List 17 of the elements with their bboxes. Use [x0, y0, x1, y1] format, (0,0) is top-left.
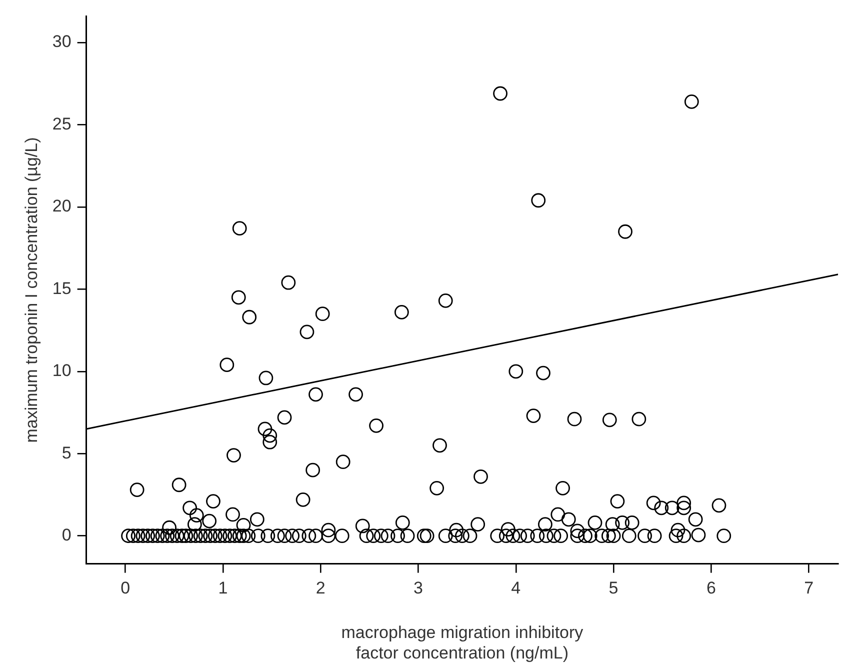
y-tick-label: 0 [62, 526, 72, 545]
y-tick-label: 5 [62, 443, 72, 462]
y-tick-label: 15 [52, 278, 72, 298]
x-tick-label: 4 [511, 578, 521, 598]
y-axis-title: maximum troponin I concentration (µg/L) [22, 137, 41, 443]
x-tick-label: 2 [316, 578, 326, 598]
x-tick-label: 6 [706, 578, 716, 598]
y-tick-label: 25 [52, 114, 72, 134]
x-tick-label: 5 [608, 578, 618, 598]
x-tick-label: 7 [804, 578, 814, 598]
y-tick-label: 10 [52, 361, 72, 380]
y-tick-label: 20 [52, 196, 72, 216]
x-axis-title: macrophage migration inhibitory factor concentration (ng/mL) [341, 623, 584, 662]
y-tick-label: 30 [52, 32, 72, 52]
x-tick-label: 1 [218, 578, 228, 598]
x-tick-label: 0 [120, 578, 130, 598]
x-tick-label: 3 [414, 578, 424, 598]
